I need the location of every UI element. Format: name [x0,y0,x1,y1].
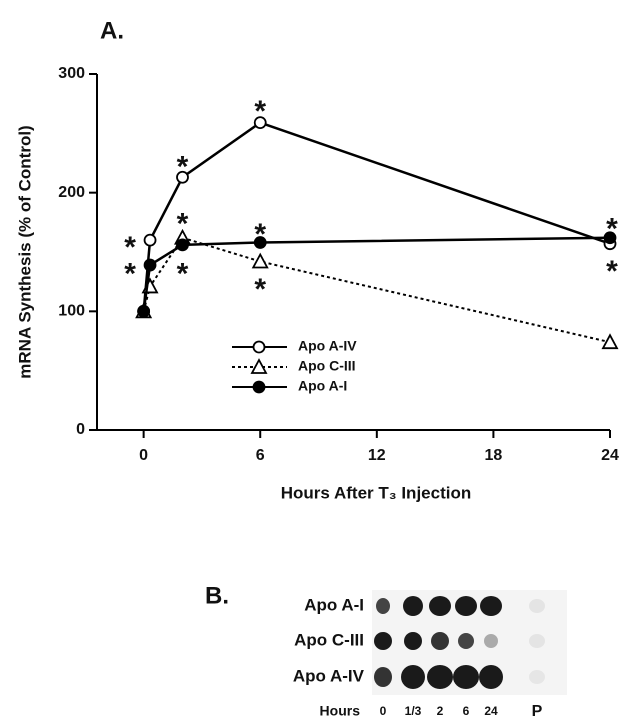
blot-spot [404,632,422,650]
blot-row-label: Apo A-IV [293,666,365,685]
blot-spot [429,596,451,616]
data-point [177,239,188,250]
y-tick-label: 200 [58,184,85,201]
x-tick-label: 18 [485,447,503,464]
data-point [603,335,617,348]
figure: A. mRNA Synthesis (% of Control) Hours A… [0,0,620,719]
annotation: * [254,273,266,306]
blot-hours-label: Hours [320,703,361,719]
blot-row-label: Apo C-III [294,630,364,649]
blot-spot [374,667,392,687]
blot-spot [376,598,390,614]
blot-spot [431,632,449,650]
panel-label: B. [205,582,229,609]
annotation: * [254,218,266,251]
blot-spot [374,632,392,650]
data-point [138,306,149,317]
blot-column-label: 0 [380,704,387,718]
blot-spot [529,634,545,648]
panel-label: A. [100,17,124,44]
y-axis-label: mRNA Synthesis (% of Control) [15,125,34,378]
annotation: * [254,95,266,128]
data-point [253,254,267,267]
blot-spot [401,665,425,689]
x-tick-label: 0 [139,447,148,464]
blot-spot [529,599,545,613]
series-line [144,238,610,342]
legend-label: Apo A-I [298,378,347,394]
legend-label: Apo A-IV [298,338,357,354]
y-tick-label: 100 [58,303,85,320]
annotation: * [124,257,136,290]
blot-spot [458,633,474,649]
annotation: * [606,255,618,288]
blot-spot [529,670,545,684]
blot-spot [479,665,503,689]
blot-column-label: 6 [463,704,470,718]
data-point [145,235,156,246]
data-point [145,260,156,271]
blot-spot [455,596,477,616]
annotation: * [177,257,189,290]
blot-spot [403,596,423,616]
y-tick-label: 0 [76,421,85,438]
annotation: * [606,212,618,245]
x-tick-label: 6 [256,447,265,464]
legend-label: Apo C-III [298,358,356,374]
blot-column-label: P [532,703,543,719]
blot-spot [427,665,453,689]
x-axis-label: Hours After T₃ Injection [281,483,471,502]
blot-column-label: 24 [484,704,498,718]
blot-spot [480,596,502,616]
series-line [144,238,610,312]
x-tick-label: 12 [368,447,386,464]
blot-column-label: 2 [437,704,444,718]
series-line [144,123,610,312]
y-tick-label: 300 [58,65,85,82]
blot-column-label: 1/3 [405,704,422,718]
blot-spot [484,634,498,648]
blot [372,590,567,695]
annotation: * [177,208,189,241]
legend-marker [254,382,265,393]
blot-row-label: Apo A-I [304,595,364,614]
legend-marker [254,342,265,353]
annotation: * [177,151,189,184]
blot-spot [453,665,479,689]
x-tick-label: 24 [601,447,619,464]
